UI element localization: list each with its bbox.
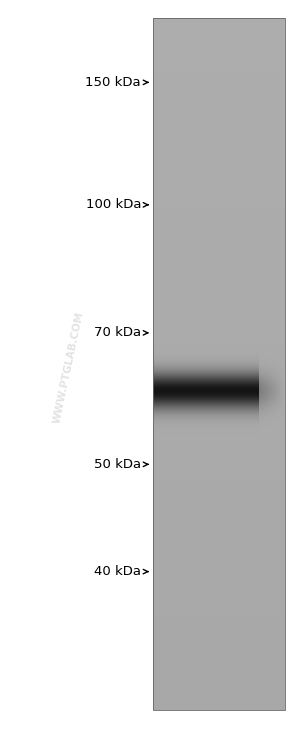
Text: 50 kDa: 50 kDa [94,458,141,471]
Text: 100 kDa: 100 kDa [85,198,141,212]
Text: 40 kDa: 40 kDa [94,565,141,578]
Text: 70 kDa: 70 kDa [94,326,141,340]
Bar [153,18,285,710]
Text: WWW.PTGLAB.COM: WWW.PTGLAB.COM [52,310,86,425]
Text: 150 kDa: 150 kDa [85,76,141,89]
